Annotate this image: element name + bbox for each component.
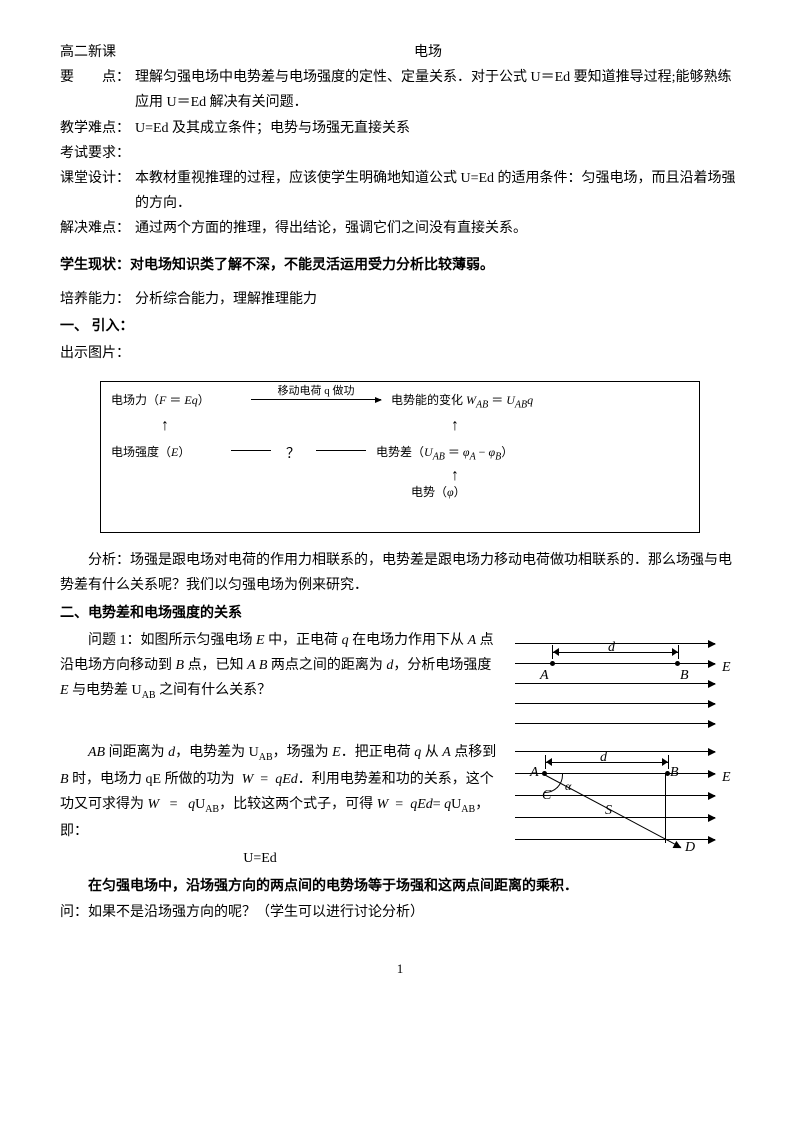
question-2: 问：如果不是沿场强方向的呢？（学生可以进行讨论分析） — [60, 900, 740, 925]
label-a: A — [530, 760, 539, 785]
node-intensity: 电场强度（E） — [111, 442, 190, 464]
field-line-icon — [515, 703, 715, 704]
label-e: E — [722, 765, 731, 790]
row-label: 考试要求： — [60, 141, 135, 166]
node-energy: 电势能的变化 WAB ＝ UABq — [391, 390, 533, 414]
header-left: 高二新课 — [60, 40, 116, 65]
row-ability: 培养能力： 分析综合能力，理解推理能力 — [60, 287, 740, 312]
bold-conclusion: 在匀强电场中，沿场强方向的两点间的电势场等于场强和这两点间距离的乘积． — [60, 873, 740, 898]
line-icon — [316, 450, 366, 451]
key-points-block: 要 点： 理解匀强电场中电势差与电场强度的定性、定量关系．对于公式 U＝Ed 要… — [60, 65, 740, 241]
label-d2: D — [685, 835, 695, 860]
label-b: B — [680, 663, 689, 688]
row-keypoint: 要 点： 理解匀强电场中电势差与电场强度的定性、定量关系．对于公式 U＝Ed 要… — [60, 65, 740, 115]
row-label: 课堂设计： — [60, 166, 135, 191]
row-label: 要 点： — [60, 65, 135, 90]
label-b: B — [670, 760, 679, 785]
field-diagram-2: A C B d E α S D — [510, 743, 740, 853]
row-text: U=Ed 及其成立条件；电势与场强无直接关系 — [135, 116, 740, 141]
node-question: ？ — [286, 442, 300, 467]
section2-title: 二、电势差和电场强度的关系 — [60, 601, 740, 626]
node-potential: 电势（φ） — [411, 482, 466, 504]
label-alpha: α — [565, 776, 571, 798]
analysis-text: 分析：场强是跟电场对电荷的作用力相联系的，电势差是跟电场力移动电荷做功相联系的．… — [60, 548, 740, 598]
node-potential-diff: 电势差（UAB ＝ φA − φB） — [376, 442, 513, 466]
field-line-icon — [515, 751, 715, 752]
section1-line: 出示图片： — [60, 341, 740, 366]
row-label: 教学难点： — [60, 116, 135, 141]
student-status: 学生现状：对电场知识类了解不深，不能灵活运用受力分析比较薄弱。 — [60, 252, 740, 277]
row-label: 培养能力： — [60, 287, 135, 312]
row-solve: 解决难点： 通过两个方面的推理，得出结论，强调它们之间没有直接关系。 — [60, 216, 740, 241]
node-force: 电场力（F ＝ Eq） — [111, 390, 210, 412]
point-a-icon — [550, 661, 555, 666]
page-number: 1 — [60, 957, 740, 980]
concept-diagram: 电场力（F ＝ Eq） 移动电荷 q 做功 电势能的变化 WAB ＝ UABq … — [100, 381, 700, 533]
arrow-up-icon: ↑ — [451, 412, 459, 441]
distance-d-icon — [545, 755, 669, 769]
row-label: 解决难点： — [60, 216, 135, 241]
header-center: 电场 — [116, 40, 740, 65]
header: 高二新课 电场 — [60, 40, 740, 65]
section1-title: 一、 引入： — [60, 314, 740, 339]
label-d: d — [608, 635, 615, 660]
vertical-line-icon — [665, 773, 666, 843]
label-e: E — [722, 655, 731, 680]
field-line-icon — [515, 643, 715, 644]
arrow-up-icon: ↑ — [161, 412, 169, 441]
row-text: 理解匀强电场中电势差与电场强度的定性、定量关系．对于公式 U＝Ed 要知道推导过… — [135, 65, 740, 115]
row-exam: 考试要求： — [60, 141, 740, 166]
row-text: 本教材重视推理的过程，应该使学生明确地知道公式 U=Ed 的适用条件：匀强电场，… — [135, 166, 740, 216]
field-diagram-1: A B d E — [510, 633, 740, 733]
angle-arc-icon — [544, 774, 563, 793]
row-design: 课堂设计： 本教材重视推理的过程，应该使学生明确地知道公式 U=Ed 的适用条件… — [60, 166, 740, 216]
student-label: 学生现状： — [60, 256, 130, 272]
line-icon — [231, 450, 271, 451]
field-line-icon — [515, 817, 715, 818]
distance-d-icon — [552, 645, 679, 659]
label-a: A — [540, 663, 549, 688]
row-difficulty: 教学难点： U=Ed 及其成立条件；电势与场强无直接关系 — [60, 116, 740, 141]
field-line-icon — [515, 723, 715, 724]
student-text: 对电场知识类了解不深，不能灵活运用受力分析比较薄弱。 — [130, 256, 494, 272]
row-text: 通过两个方面的推理，得出结论，强调它们之间没有直接关系。 — [135, 216, 740, 241]
arrow-right-icon — [251, 399, 381, 400]
label-s: S — [605, 798, 612, 823]
label-d: d — [600, 745, 607, 770]
row-text: 分析综合能力，理解推理能力 — [135, 287, 740, 312]
